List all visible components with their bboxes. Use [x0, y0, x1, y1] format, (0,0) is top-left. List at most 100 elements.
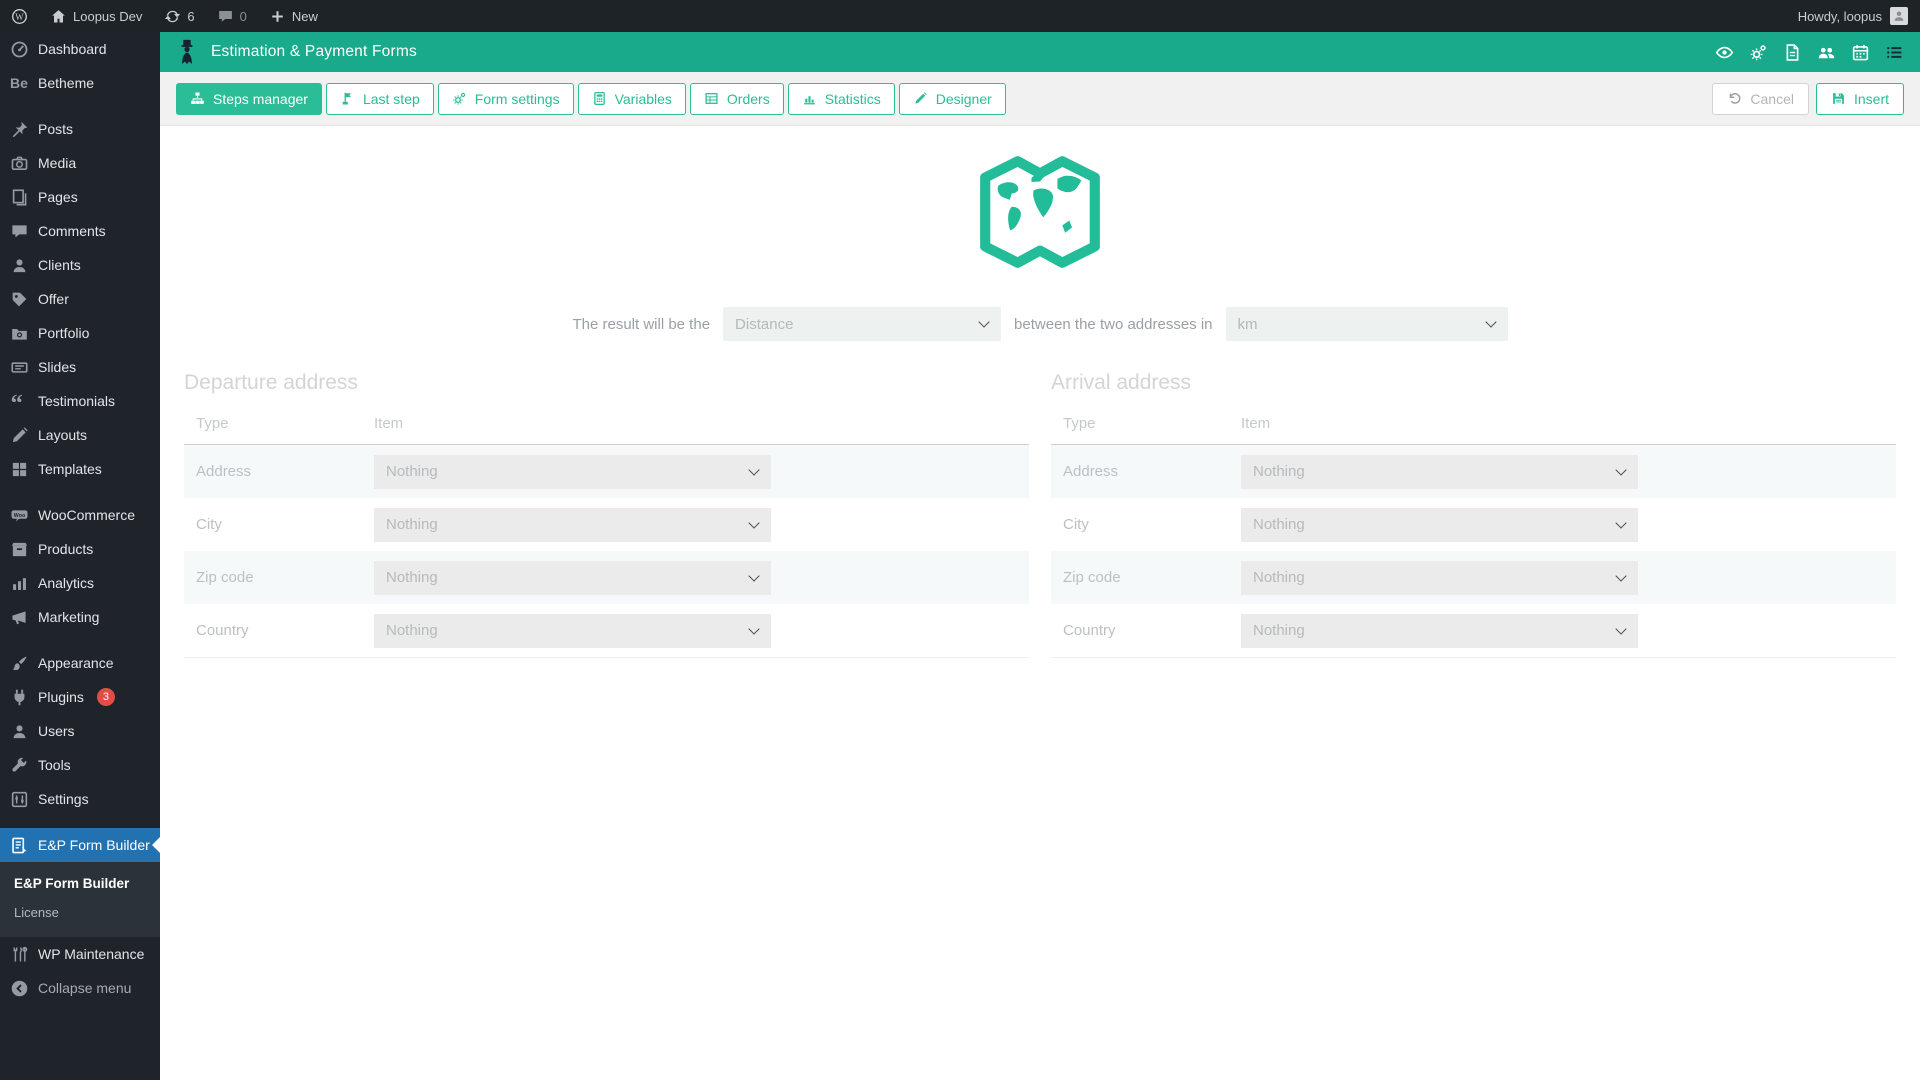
- sidebar-item-label: Products: [38, 541, 94, 557]
- tab-variables[interactable]: Variables: [577, 82, 686, 115]
- plugins-update-badge: 3: [96, 688, 115, 706]
- table-header: Type Item: [1051, 415, 1896, 445]
- sidebar-item-label: Portfolio: [38, 325, 90, 341]
- submenu-item-ep-form-builder[interactable]: E&P Form Builder: [14, 876, 130, 891]
- departure-address-section: Departure address Type Item Address Noth…: [184, 371, 1029, 658]
- howdy-text[interactable]: Howdy, loopus: [1797, 8, 1882, 24]
- table-row: City Nothing: [184, 498, 1029, 551]
- cancel-button[interactable]: Cancel: [1712, 82, 1809, 115]
- comment-icon: [9, 222, 29, 241]
- sidebar-item-label: WP Maintenance: [38, 946, 145, 962]
- site-menu[interactable]: Loopus Dev: [39, 0, 153, 32]
- document-icon[interactable]: [1783, 43, 1802, 62]
- sidebar-item-settings[interactable]: Settings: [0, 782, 160, 816]
- calendar-icon[interactable]: [1851, 43, 1870, 62]
- stats-icon: [802, 91, 817, 106]
- sidebar-item-templates[interactable]: Templates: [0, 452, 160, 486]
- sidebar-item-slides[interactable]: Slides: [0, 350, 160, 384]
- tab-statistics[interactable]: Statistics: [787, 82, 895, 115]
- pen-icon: [913, 91, 928, 106]
- home-icon: [50, 8, 67, 25]
- sidebar-item-offer[interactable]: Offer: [0, 282, 160, 316]
- sidebar-item-pages[interactable]: Pages: [0, 180, 160, 214]
- submenu-item-license[interactable]: License: [14, 905, 59, 920]
- sidebar-item-portfolio[interactable]: Portfolio: [0, 316, 160, 350]
- tab-steps-manager[interactable]: Steps manager: [176, 82, 322, 115]
- person-icon: [9, 722, 29, 741]
- megaphone-icon: [9, 608, 29, 627]
- sidebar-item-users[interactable]: Users: [0, 714, 160, 748]
- sidebar-item-appearance[interactable]: Appearance: [0, 646, 160, 680]
- sidebar-item-layouts[interactable]: Layouts: [0, 418, 160, 452]
- insert-button[interactable]: Insert: [1815, 82, 1904, 115]
- sidebar-item-products[interactable]: Products: [0, 532, 160, 566]
- chevron-down-icon: [748, 569, 760, 582]
- chevron-down-icon: [748, 463, 760, 476]
- comments-menu[interactable]: 0: [206, 0, 258, 32]
- select-value: Nothing: [1253, 622, 1305, 639]
- gears-icon[interactable]: [1749, 43, 1768, 62]
- tab-form-settings[interactable]: Form settings: [437, 82, 574, 115]
- menu-list-icon[interactable]: [1885, 43, 1904, 62]
- plug-icon: [9, 688, 29, 707]
- sidebar-item-woocommerce[interactable]: WooCommerce: [0, 498, 160, 532]
- result-type-value: Distance: [735, 315, 794, 333]
- departure-city-select[interactable]: Nothing: [374, 507, 772, 542]
- departure-country-select[interactable]: Nothing: [374, 613, 772, 648]
- table-row: Country Nothing: [184, 604, 1029, 657]
- brush-icon: [9, 654, 29, 673]
- users-icon[interactable]: [1817, 43, 1836, 62]
- select-value: Nothing: [386, 463, 438, 480]
- sidebar-item-ep-form-builder[interactable]: E&P Form Builder: [0, 828, 160, 862]
- sidebar-item-dashboard[interactable]: Dashboard: [0, 32, 160, 66]
- eye-icon[interactable]: [1715, 43, 1734, 62]
- new-content-menu[interactable]: New: [258, 0, 329, 32]
- sidebar-item-media[interactable]: Media: [0, 146, 160, 180]
- sidebar-item-label: Dashboard: [38, 41, 107, 57]
- arrival-country-select[interactable]: Nothing: [1241, 613, 1639, 648]
- departure-address-select[interactable]: Nothing: [374, 454, 772, 489]
- sidebar-item-marketing[interactable]: Marketing: [0, 600, 160, 634]
- sidebar-item-plugins[interactable]: Plugins 3: [0, 680, 160, 714]
- updates-menu[interactable]: 6: [153, 0, 205, 32]
- sidebar-item-wp-maintenance[interactable]: WP Maintenance: [0, 937, 160, 971]
- tab-designer[interactable]: Designer: [898, 82, 1006, 115]
- sidebar-item-label: Templates: [38, 461, 102, 477]
- wrench-icon: [9, 756, 29, 775]
- unit-select[interactable]: km: [1225, 307, 1508, 341]
- sidebar-item-betheme[interactable]: Be Betheme: [0, 66, 160, 100]
- undo-icon: [1727, 91, 1742, 106]
- step-editor-content: The result will be the Distance between …: [160, 126, 1920, 658]
- collapse-menu-button[interactable]: Collapse menu: [0, 971, 160, 1005]
- sliders-icon: [9, 790, 29, 809]
- arrival-zipcode-select[interactable]: Nothing: [1241, 560, 1639, 595]
- sidebar-item-posts[interactable]: Posts: [0, 112, 160, 146]
- menu-separator: [0, 634, 160, 646]
- table-row: Address Nothing: [1051, 445, 1896, 498]
- departure-zipcode-select[interactable]: Nothing: [374, 560, 772, 595]
- result-type-select[interactable]: Distance: [723, 307, 1002, 341]
- arrival-city-select[interactable]: Nothing: [1241, 507, 1639, 542]
- sidebar-item-comments[interactable]: Comments: [0, 214, 160, 248]
- chevron-down-icon: [748, 516, 760, 529]
- column-header-item: Item: [1241, 415, 1271, 432]
- arrival-address-select[interactable]: Nothing: [1241, 454, 1639, 489]
- wp-logo[interactable]: [0, 0, 39, 32]
- select-value: Nothing: [386, 516, 438, 533]
- tab-label: Form settings: [474, 90, 560, 107]
- sidebar-item-testimonials[interactable]: Testimonials: [0, 384, 160, 418]
- sidebar-item-clients[interactable]: Clients: [0, 248, 160, 282]
- sidebar-item-analytics[interactable]: Analytics: [0, 566, 160, 600]
- ep-form-builder-submenu: E&P Form Builder License: [0, 862, 160, 937]
- menu-separator: [0, 816, 160, 828]
- collapse-arrow-icon: [9, 979, 29, 998]
- sidebar-item-label: Analytics: [38, 575, 95, 591]
- sidebar-item-tools[interactable]: Tools: [0, 748, 160, 782]
- pages-icon: [9, 188, 29, 207]
- main-content-area: Estimation & Payment Forms Steps manager…: [160, 32, 1920, 1080]
- avatar-person-icon: [1892, 9, 1906, 23]
- tab-orders[interactable]: Orders: [689, 82, 784, 115]
- plugin-title: Estimation & Payment Forms: [211, 43, 417, 60]
- tab-last-step[interactable]: Last step: [325, 82, 434, 115]
- avatar[interactable]: [1890, 7, 1908, 25]
